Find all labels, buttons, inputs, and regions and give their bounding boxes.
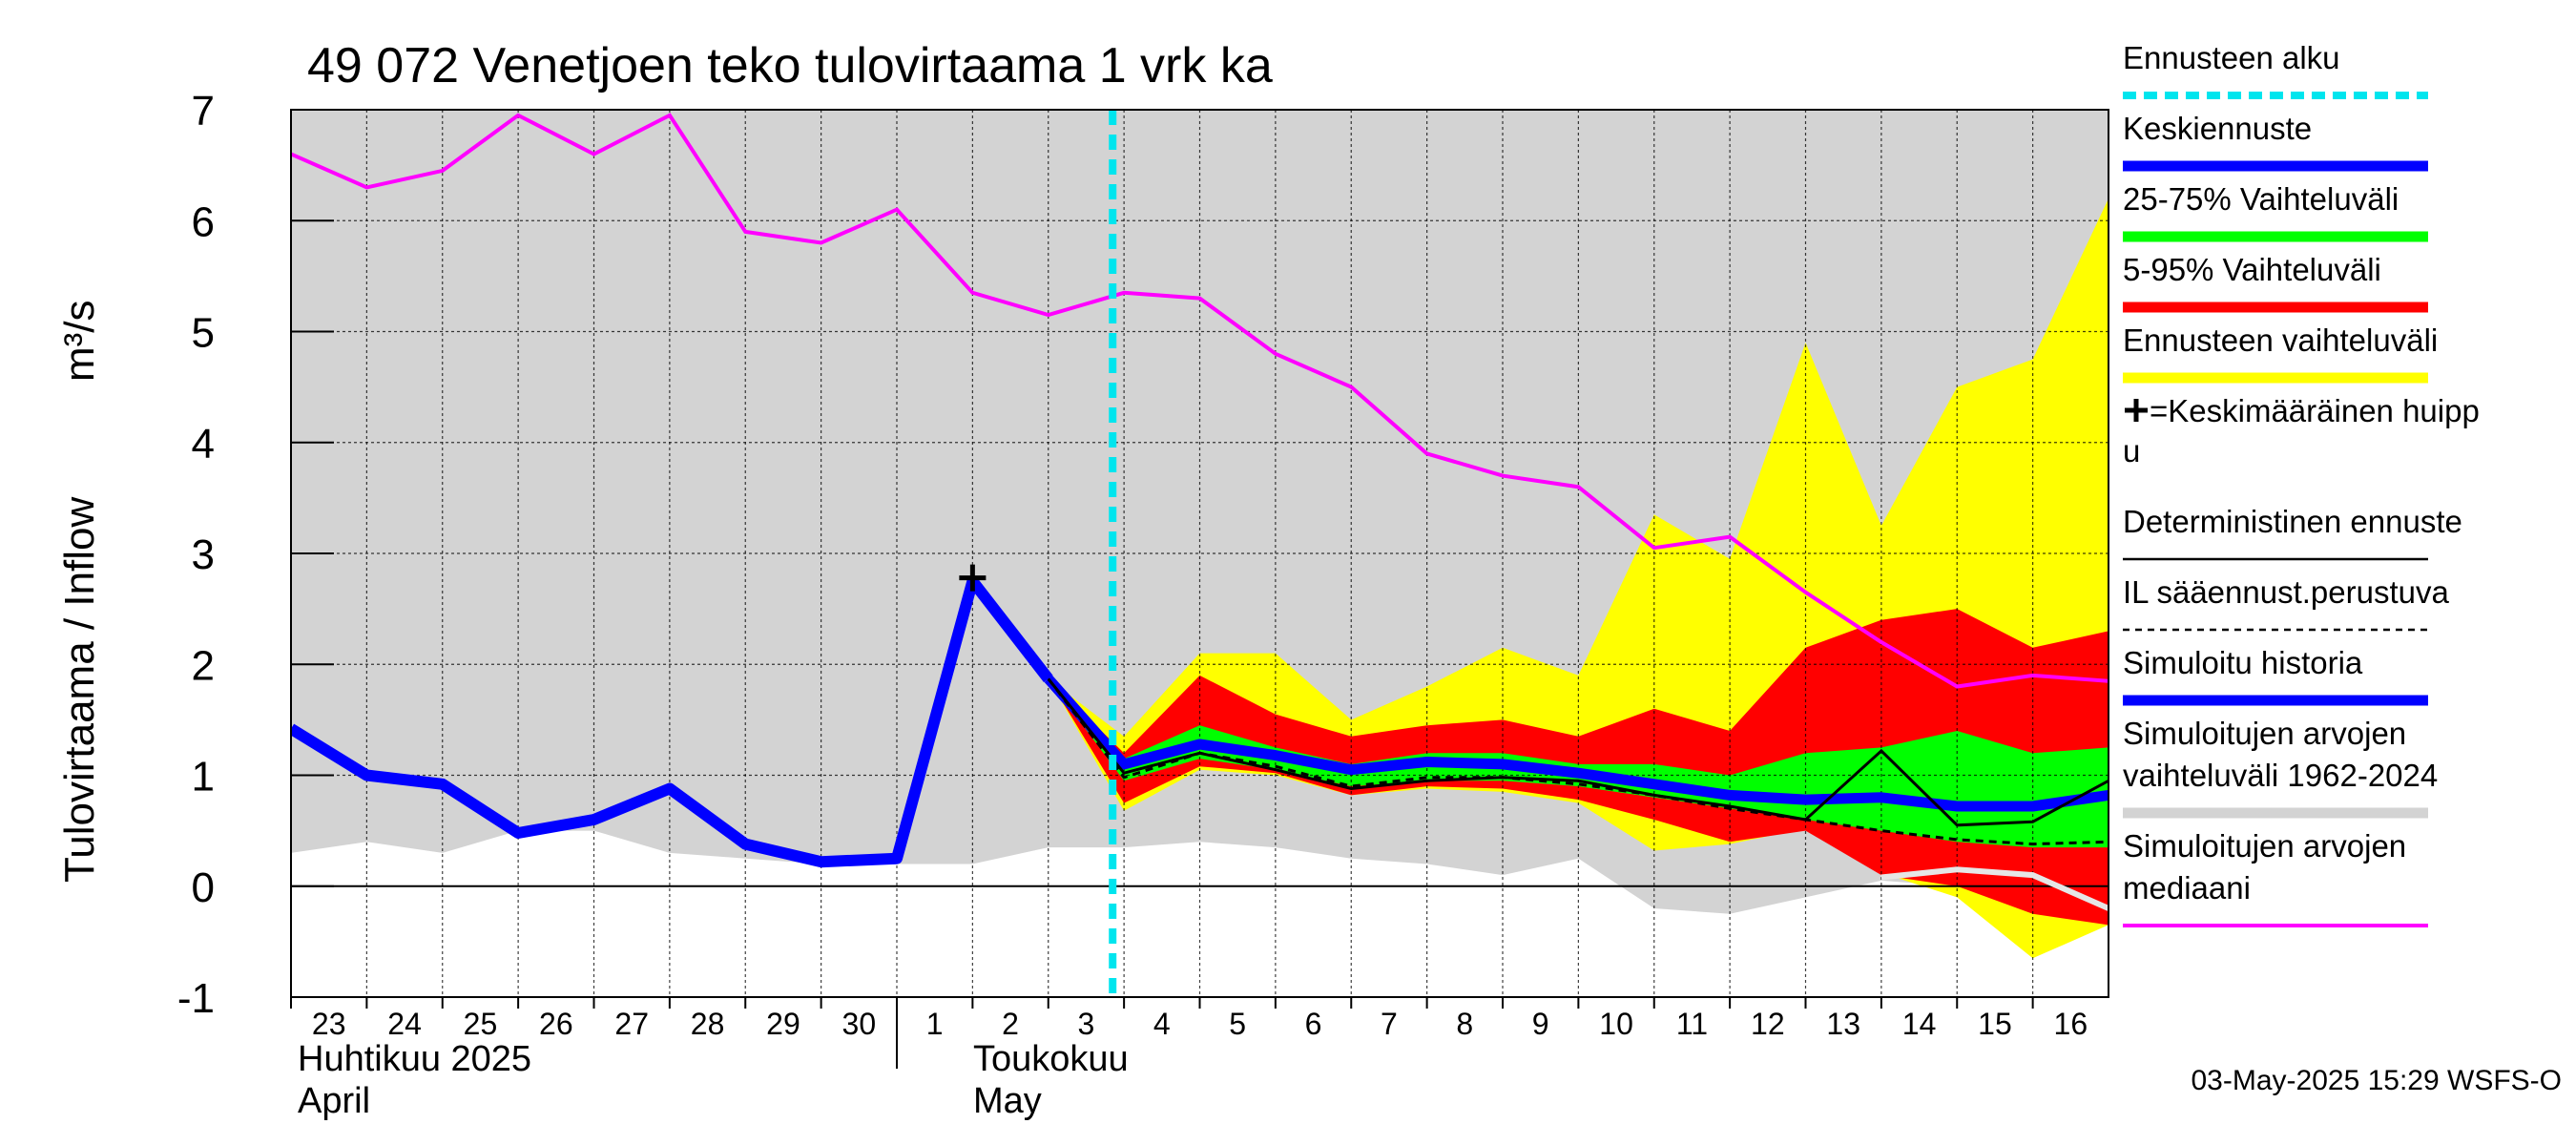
y-tick-label: 6 [192,198,215,245]
y-tick-label: 1 [192,754,215,801]
y-tick-label: 4 [192,421,215,468]
x-tick-label: 23 [312,1007,346,1041]
legend-label-line2: vaihteluväli 1962-2024 [2123,758,2438,793]
x-tick-label: 25 [464,1007,498,1041]
x-tick-label: 10 [1599,1007,1633,1041]
x-tick-label: 16 [2054,1007,2088,1041]
legend: Ennusteen alku Keskiennuste 25-75% Vaihtel… [2123,40,2480,927]
y-tick-label: 2 [192,642,215,689]
month-label-may-en: May [973,1081,1042,1121]
legend-item: IL sääennust.perustuva [2123,574,2449,632]
sim-median-line [291,113,2109,689]
legend-label: IL sääennust.perustuva [2123,574,2449,610]
plot-lines [291,110,2109,997]
x-tick-label: 26 [539,1007,573,1041]
legend-label: 25-75% Vaihteluväli [2123,181,2399,217]
x-tick-label: 29 [766,1007,800,1041]
x-tick-label: 12 [1751,1007,1785,1041]
range-25-75-band [1048,678,2109,848]
legend-label: Ennusteen vaihteluväli [2123,323,2438,358]
x-tick-label: 14 [1902,1007,1937,1041]
x-tick-label: 15 [1978,1007,2012,1041]
legend-item: 5-95% Vaihteluväli [2123,252,2428,313]
x-tick-label: 9 [1532,1007,1549,1041]
legend-label-line2: u [2123,433,2140,468]
x-tick-label: 6 [1305,1007,1322,1041]
legend-label: Simuloitu historia [2123,645,2363,680]
mean-peak-marker [959,564,987,592]
legend-label: Simuloitujen arvojen [2123,716,2406,751]
simulated-history-line [291,575,1053,868]
legend-label: Simuloitujen arvojen [2123,828,2406,864]
x-tick-label: 11 [1676,1007,1708,1041]
x-tick-label: 7 [1381,1007,1398,1041]
legend-item: Simuloitujen arvojen vaihteluväli 1962-20… [2123,716,2438,819]
footer-timestamp: 03-May-2025 15:29 WSFS-O [2192,1065,2563,1096]
y-tick-label: 0 [192,864,215,911]
legend-item: Simuloitu historia [2123,645,2428,706]
y-tick-label: 3 [192,531,215,578]
x-tick-label: 24 [387,1007,422,1041]
grid-lines [291,110,2109,997]
x-tick-label: 4 [1153,1007,1171,1041]
y-tick-label: -1 [177,975,215,1022]
legend-label: =Keskimääräinen huipp [2150,393,2480,428]
x-tick-label: 5 [1229,1007,1246,1041]
x-tick-label: 8 [1456,1007,1473,1041]
x-tick-label: 1 [926,1007,944,1041]
mean-forecast-line [1044,675,2109,812]
month-label-april-fi: Huhtikuu 2025 [298,1039,531,1079]
legend-label: Deterministinen ennuste [2123,504,2462,539]
x-tick-label: 28 [691,1007,725,1041]
y-tick-label: 5 [192,310,215,357]
legend-label: Ennusteen alku [2123,40,2340,75]
legend-item: Ennusteen vaihteluväli [2123,323,2438,384]
il-forecast-line [1047,677,2109,846]
legend-label: Keskiennuste [2123,111,2312,146]
x-tick-label: 3 [1078,1007,1095,1041]
forecast-median-line [1880,866,2109,911]
legend-item: Ennusteen alku [2123,40,2428,99]
legend-item: Deterministinen ennuste [2123,504,2462,561]
chart-title: 49 072 Venetjoen teko tulovirtaama 1 vrk… [307,38,1273,94]
x-tick-label: 30 [842,1007,877,1041]
y-axis-unit: m³/s [56,300,103,382]
legend-item: Simuloitujen arvojen mediaani [2123,828,2428,927]
legend-item: Keskiennuste [2123,111,2428,172]
legend-label: 5-95% Vaihteluväli [2123,252,2381,287]
legend-plus-icon [2125,399,2148,422]
x-tick-label: 27 [614,1007,649,1041]
legend-item: 25-75% Vaihteluväli [2123,181,2428,242]
y-tick-label: 7 [192,88,215,135]
legend-item: =Keskimääräinen huipp u [2123,393,2480,468]
legend-label-line2: mediaani [2123,870,2251,906]
month-label-april-en: April [298,1081,370,1121]
y-axis-label: Tulovirtaama / Inflow [56,496,103,883]
x-tick-label: 13 [1826,1007,1860,1041]
month-label-may-fi: Toukokuu [973,1039,1129,1079]
x-tick-label: 2 [1002,1007,1019,1041]
